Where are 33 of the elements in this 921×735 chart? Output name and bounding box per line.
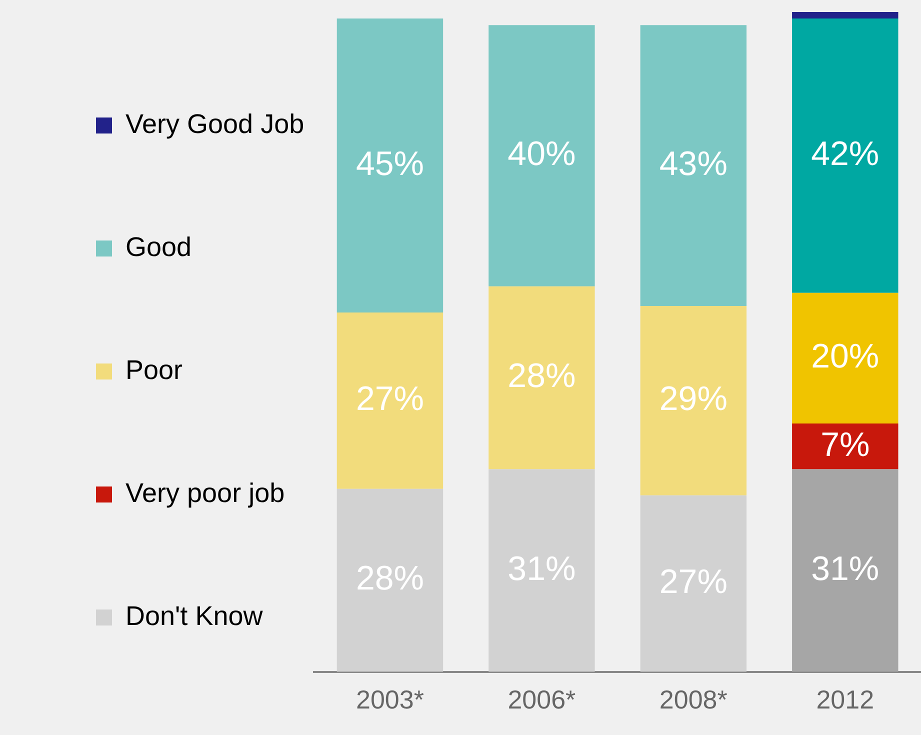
legend-label: Poor xyxy=(126,354,183,385)
data-label: 31% xyxy=(811,550,880,588)
legend-label: Don't Know xyxy=(126,600,264,631)
x-tick-label: 2003* xyxy=(356,684,424,715)
legend-label: Very Good Job xyxy=(126,108,304,139)
x-tick-label: 2006* xyxy=(508,684,576,715)
data-label: 43% xyxy=(659,144,728,183)
bar xyxy=(640,25,747,306)
bar xyxy=(792,18,898,293)
data-label: 29% xyxy=(659,380,728,418)
bar xyxy=(792,12,898,19)
data-label: 45% xyxy=(356,144,424,183)
bar xyxy=(336,488,444,672)
x-tick-label: 2012 xyxy=(816,684,874,715)
legend-label: Good xyxy=(126,232,192,262)
bar xyxy=(640,495,747,672)
bar xyxy=(792,469,898,672)
legend-label: Very poor job xyxy=(126,478,285,508)
data-label: 7% xyxy=(820,426,870,464)
x-tick-label: 2008* xyxy=(659,684,728,715)
bar xyxy=(792,424,898,470)
data-label: 42% xyxy=(811,135,880,174)
bar xyxy=(640,306,747,496)
data-label: 20% xyxy=(811,338,880,376)
bar xyxy=(488,25,595,286)
data-label: 28% xyxy=(508,357,576,396)
data-label: 40% xyxy=(508,135,576,174)
bar xyxy=(336,312,444,489)
bar xyxy=(488,286,595,470)
bar xyxy=(488,469,595,672)
bar xyxy=(336,18,444,313)
data-label: 27% xyxy=(356,380,424,418)
bar xyxy=(792,292,898,424)
